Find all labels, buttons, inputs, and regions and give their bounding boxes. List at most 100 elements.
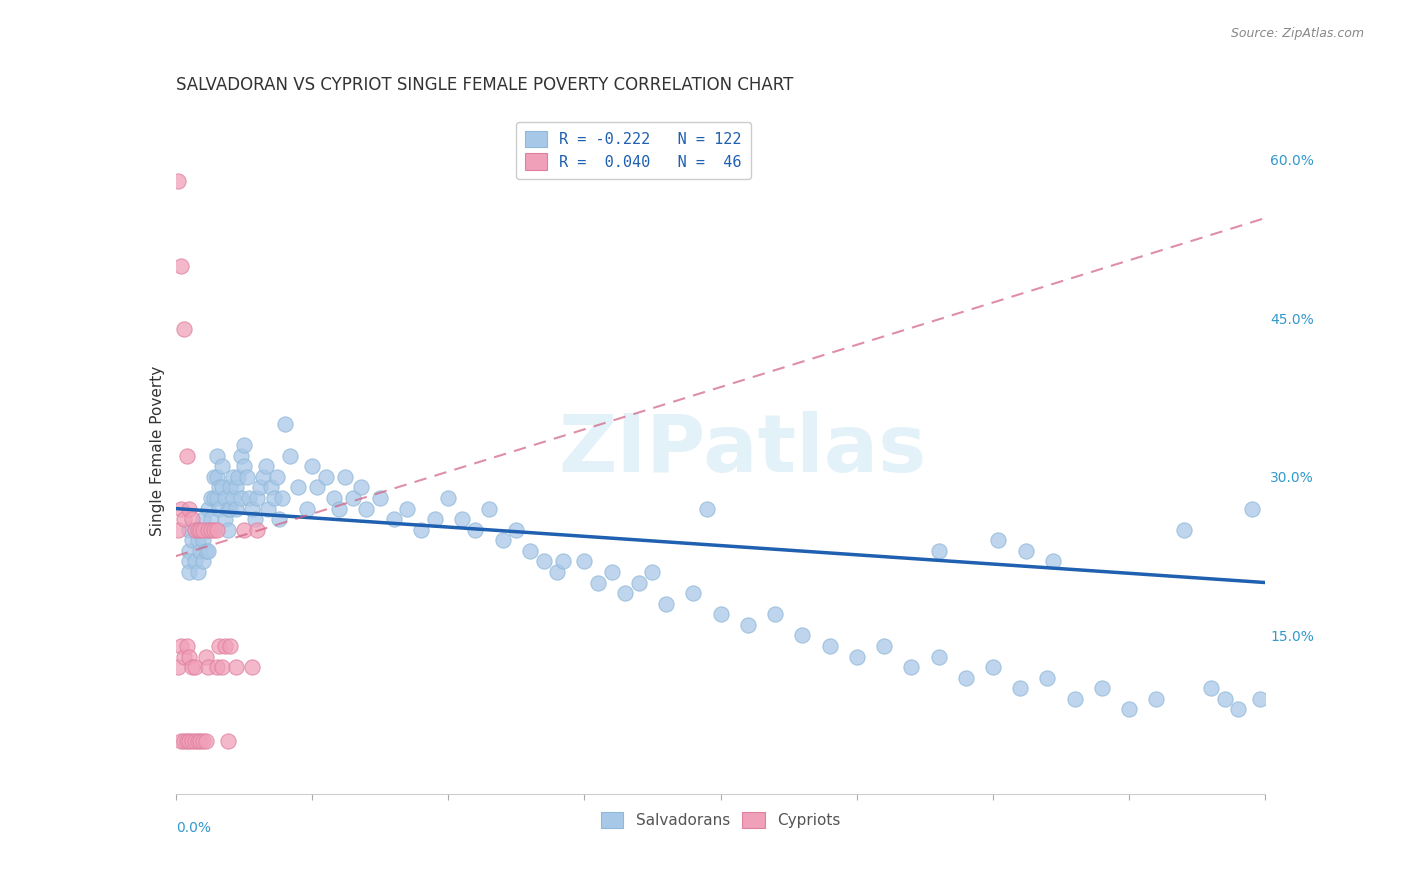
- Point: [235, 470, 257, 484]
- Text: SALVADORAN VS CYPRIOT SINGLE FEMALE POVERTY CORRELATION CHART: SALVADORAN VS CYPRIOT SINGLE FEMALE POVE…: [176, 77, 793, 95]
- Point: [181, 660, 204, 674]
- Point: [315, 470, 337, 484]
- Point: [191, 734, 214, 748]
- Point: [287, 480, 309, 494]
- Point: [181, 734, 204, 748]
- Point: [179, 734, 201, 748]
- Point: [243, 512, 266, 526]
- Point: [205, 470, 228, 484]
- Point: [1213, 691, 1236, 706]
- Point: [205, 491, 228, 505]
- Point: [328, 501, 350, 516]
- Point: [382, 512, 405, 526]
- Point: [987, 533, 1010, 548]
- Point: [1118, 702, 1140, 716]
- Point: [260, 480, 283, 494]
- Point: [200, 523, 222, 537]
- Point: [181, 512, 204, 526]
- Point: [176, 449, 198, 463]
- Point: [214, 512, 236, 526]
- Point: [295, 501, 318, 516]
- Point: [225, 480, 247, 494]
- Point: [211, 459, 233, 474]
- Point: [928, 649, 950, 664]
- Point: [194, 734, 217, 748]
- Point: [928, 544, 950, 558]
- Point: [1091, 681, 1114, 696]
- Point: [217, 501, 239, 516]
- Point: [396, 501, 419, 516]
- Point: [208, 501, 231, 516]
- Point: [228, 470, 250, 484]
- Point: [249, 480, 271, 494]
- Point: [219, 639, 242, 653]
- Point: [350, 480, 373, 494]
- Point: [184, 523, 207, 537]
- Point: [551, 554, 574, 568]
- Point: [176, 639, 198, 653]
- Point: [205, 523, 228, 537]
- Point: [184, 554, 207, 568]
- Point: [211, 660, 233, 674]
- Point: [1010, 681, 1032, 696]
- Point: [173, 734, 195, 748]
- Point: [682, 586, 704, 600]
- Point: [188, 734, 211, 748]
- Point: [170, 259, 193, 273]
- Point: [409, 523, 432, 537]
- Point: [167, 174, 190, 188]
- Point: [263, 491, 285, 505]
- Point: [179, 523, 201, 537]
- Point: [179, 565, 201, 579]
- Point: [167, 523, 190, 537]
- Point: [600, 565, 623, 579]
- Point: [170, 639, 193, 653]
- Point: [232, 523, 254, 537]
- Point: [1042, 554, 1064, 568]
- Point: [257, 501, 280, 516]
- Point: [232, 459, 254, 474]
- Point: [818, 639, 841, 653]
- Point: [179, 544, 201, 558]
- Point: [655, 597, 678, 611]
- Point: [167, 660, 190, 674]
- Point: [200, 491, 222, 505]
- Point: [955, 671, 977, 685]
- Point: [202, 523, 225, 537]
- Point: [627, 575, 650, 590]
- Point: [710, 607, 733, 622]
- Point: [450, 512, 472, 526]
- Point: [437, 491, 460, 505]
- Text: Source: ZipAtlas.com: Source: ZipAtlas.com: [1230, 27, 1364, 40]
- Point: [478, 501, 501, 516]
- Point: [1173, 523, 1195, 537]
- Point: [186, 533, 209, 548]
- Point: [505, 523, 527, 537]
- Point: [322, 491, 344, 505]
- Point: [184, 523, 207, 537]
- Point: [231, 449, 253, 463]
- Point: [217, 523, 239, 537]
- Point: [533, 554, 555, 568]
- Point: [205, 449, 228, 463]
- Point: [197, 523, 219, 537]
- Point: [696, 501, 718, 516]
- Point: [641, 565, 664, 579]
- Point: [179, 554, 201, 568]
- Point: [254, 459, 277, 474]
- Point: [307, 480, 329, 494]
- Point: [266, 470, 288, 484]
- Point: [186, 523, 209, 537]
- Point: [737, 617, 759, 632]
- Point: [301, 459, 323, 474]
- Point: [173, 512, 195, 526]
- Point: [225, 660, 247, 674]
- Point: [1144, 691, 1167, 706]
- Point: [278, 449, 301, 463]
- Point: [222, 491, 245, 505]
- Point: [194, 523, 217, 537]
- Point: [492, 533, 515, 548]
- Point: [170, 501, 193, 516]
- Point: [194, 544, 217, 558]
- Point: [191, 533, 214, 548]
